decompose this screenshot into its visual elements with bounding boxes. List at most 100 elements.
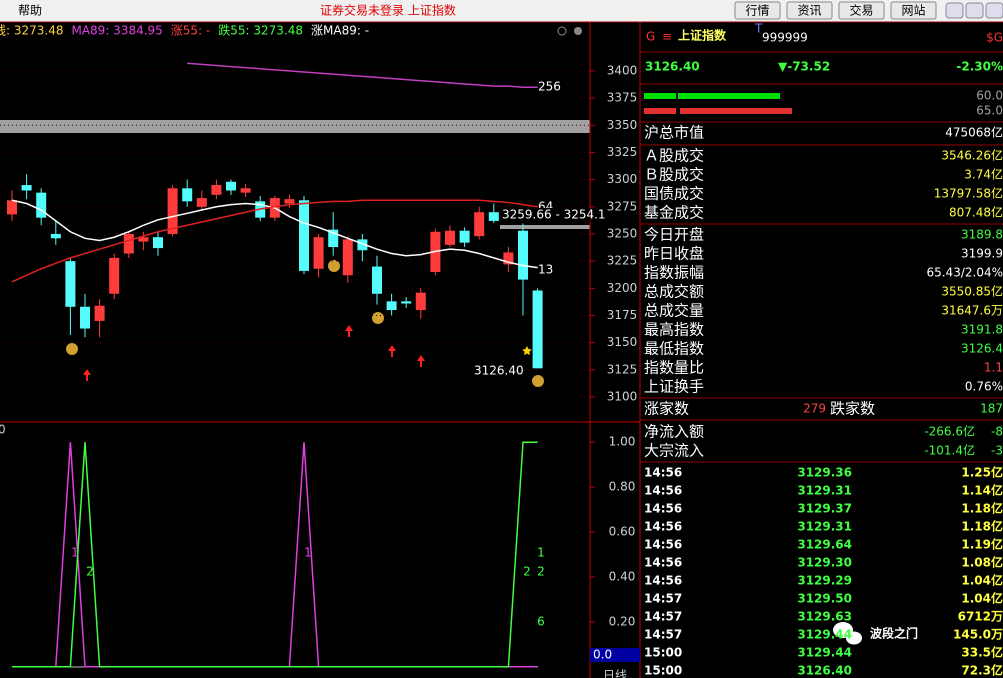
ma-line <box>11 199 538 283</box>
tick-price: 3129.31 <box>797 520 852 534</box>
y-tick-label: 3225 <box>607 254 638 268</box>
candle-body <box>401 301 412 304</box>
flow-value: -101.4亿 <box>924 443 975 458</box>
up-arrow <box>345 325 353 337</box>
indicator-value: 线: 3273.48 <box>0 24 63 38</box>
stat-value: 3.74亿 <box>964 167 1003 182</box>
bubble <box>846 631 862 645</box>
signal-label: 6 <box>537 615 545 629</box>
breadth-value: 279 <box>803 402 826 416</box>
signal-label: 1 <box>71 546 79 560</box>
close-button[interactable] <box>985 2 1003 19</box>
indicator-value: MA89: 3384.95 <box>71 24 162 38</box>
pane-button[interactable] <box>574 27 582 35</box>
tick-price: 3129.30 <box>797 556 852 570</box>
tick-volume: 1.04亿 <box>961 573 1003 588</box>
signal-label: 2 <box>86 565 94 579</box>
y-tick-label: 3250 <box>607 226 638 240</box>
quote-pct: -2.30% <box>956 60 1003 74</box>
stat-value: 3199.9 <box>961 247 1003 261</box>
tick-volume: 72.3亿 <box>961 663 1003 678</box>
candle-body <box>21 185 32 191</box>
stat-label: 总成交量 <box>644 302 704 320</box>
tick-price: 3129.63 <box>797 610 852 624</box>
stat-value: 3546.26亿 <box>941 148 1003 163</box>
axis-box-label: 0.0 <box>593 648 612 662</box>
tick-price: 3129.44 <box>797 628 852 642</box>
stat-value: 807.48亿 <box>949 205 1003 220</box>
indicator-value: 涨MA89: - <box>311 23 369 38</box>
indicator-value: 跌55: 3273.48 <box>218 23 303 38</box>
tick-price: 3129.29 <box>797 574 852 588</box>
tick-time: 14:56 <box>644 520 682 534</box>
signal-label: 2 <box>537 565 545 579</box>
tick-price: 3126.40 <box>797 664 852 678</box>
y-tick-label: 3200 <box>607 281 638 295</box>
candle-body <box>518 230 528 280</box>
sell-bar <box>644 108 676 114</box>
indicator-value: 涨55: - <box>171 23 210 38</box>
pane-button[interactable] <box>557 26 567 36</box>
y-tick-label: 0.40 <box>609 569 636 583</box>
quote-menu: ≡ <box>662 30 672 44</box>
y-tick-label: 3350 <box>607 118 638 132</box>
watermark: 波段之门 <box>870 626 918 641</box>
buy-bar <box>644 93 676 99</box>
tick-price: 3129.31 <box>797 484 852 498</box>
tick-volume: 145.0万 <box>953 628 1003 642</box>
tick-volume: 6712万 <box>958 610 1003 624</box>
candle-body <box>196 198 207 207</box>
flow-label: 大宗流入 <box>644 442 704 460</box>
candle-body <box>7 200 17 215</box>
quote-tag: T <box>754 22 763 36</box>
menu-button[interactable] <box>786 1 833 20</box>
tick-volume: 1.04亿 <box>961 591 1003 606</box>
y-tick-label: 3375 <box>607 91 638 105</box>
menu-button[interactable] <box>734 1 781 20</box>
quote-price: 3126.40 <box>645 60 700 74</box>
stat-value: 3189.8 <box>961 228 1003 242</box>
minimize-button[interactable] <box>945 2 964 19</box>
tick-time: 14:56 <box>644 484 682 498</box>
tick-volume: 1.18亿 <box>961 519 1003 534</box>
signal-line <box>12 441 538 668</box>
candle-body <box>372 266 382 294</box>
candle-body <box>459 230 470 243</box>
candle-body <box>474 212 485 237</box>
menu-button-label: 交易 <box>849 3 873 18</box>
stat-value: 0.76% <box>965 380 1003 394</box>
candle-body <box>240 188 251 193</box>
low-label: 3126.40 <box>474 364 524 378</box>
y-tick-label: 0.80 <box>609 480 636 494</box>
tick-price: 3129.37 <box>797 502 852 516</box>
stat-label: Ｂ股成交 <box>644 166 704 184</box>
tick-time: 14:56 <box>644 556 682 570</box>
stat-label: 指数量比 <box>644 359 704 377</box>
quote-code: 999999 <box>762 31 808 45</box>
buy-bar <box>678 93 780 99</box>
quote-change: ▼-73.52 <box>778 60 830 74</box>
money-bag <box>66 343 78 355</box>
candle-body <box>357 239 368 251</box>
maximize-button[interactable] <box>965 2 984 19</box>
menu-help: 帮助 <box>18 4 42 18</box>
tick-time: 14:56 <box>644 466 682 480</box>
tick-time: 15:00 <box>644 664 682 678</box>
quote-extra: $G <box>986 31 1003 45</box>
stat-value: 475068亿 <box>945 125 1003 140</box>
menu-button[interactable] <box>838 1 885 20</box>
up-arrow <box>417 355 425 367</box>
menu-button[interactable] <box>890 1 937 20</box>
signal-label: 2 <box>523 565 531 579</box>
stat-label: 沪总市值 <box>644 124 704 142</box>
candle-body <box>109 257 120 294</box>
tick-price: 3129.64 <box>797 538 852 552</box>
money-bag <box>328 260 340 272</box>
stat-value: 65.43/2.04% <box>926 266 1003 280</box>
stat-label: 国债成交 <box>644 185 704 203</box>
y-tick-label: 3175 <box>607 308 638 322</box>
label-bg <box>500 208 590 222</box>
status-text: 证券交易未登录 上证指数 <box>320 3 456 18</box>
candle-body <box>65 261 76 307</box>
